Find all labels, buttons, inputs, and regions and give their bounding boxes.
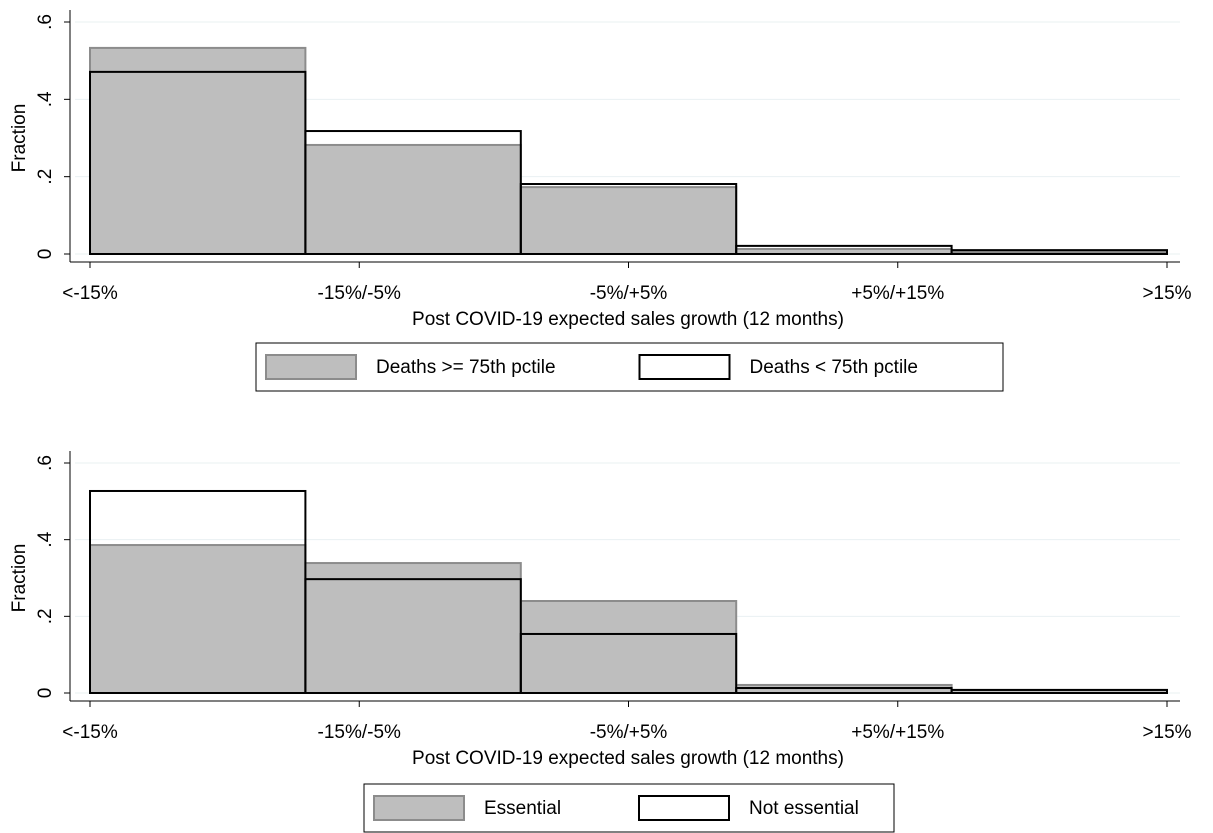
legend-label: Deaths < 75th pctile (750, 357, 918, 378)
legend-swatch (638, 795, 730, 821)
y-tick-label: 0 (35, 688, 56, 699)
y-axis-label: Fraction (9, 544, 30, 613)
legend-label: Not essential (749, 798, 859, 819)
y-axis-label: Fraction (9, 104, 30, 173)
x-tick-label: +5%/+15% (851, 283, 944, 304)
bar (519, 600, 738, 694)
x-tick-label: <-15% (62, 283, 118, 304)
x-tick-label: -15%/-5% (318, 722, 402, 743)
x-tick-label: -5%/+5% (590, 283, 668, 304)
bar (89, 46, 307, 256)
x-tick-label: >15% (1142, 722, 1191, 743)
bar (950, 249, 1168, 255)
bar (950, 688, 1168, 695)
legend-swatch (373, 795, 465, 821)
y-tick-label: .2 (35, 608, 56, 624)
legend-label: Deaths >= 75th pctile (376, 357, 556, 378)
x-tick-label: -15%/-5% (318, 283, 402, 304)
bar (519, 183, 738, 255)
x-axis-label: Post COVID-19 expected sales growth (12 … (412, 748, 844, 769)
bar (519, 186, 738, 256)
bar (89, 544, 307, 694)
legend (255, 342, 1004, 392)
y-tick-label: .6 (35, 455, 56, 471)
bar (304, 143, 522, 256)
y-tick-label: .4 (35, 91, 56, 107)
y-tick-label: .4 (35, 531, 56, 547)
x-axis-label: Post COVID-19 expected sales growth (12 … (412, 309, 844, 330)
bar (304, 562, 522, 694)
legend-swatch (265, 354, 357, 380)
y-tick-label: 0 (35, 249, 56, 260)
x-tick-label: -5%/+5% (590, 722, 668, 743)
x-tick-label: >15% (1142, 283, 1191, 304)
legend-swatch (638, 354, 731, 380)
legend-label: Essential (484, 798, 561, 819)
y-tick-label: .2 (35, 169, 56, 185)
x-tick-label: +5%/+15% (851, 722, 944, 743)
x-tick-label: <-15% (62, 722, 118, 743)
y-tick-label: .6 (35, 14, 56, 30)
bar (519, 632, 738, 695)
